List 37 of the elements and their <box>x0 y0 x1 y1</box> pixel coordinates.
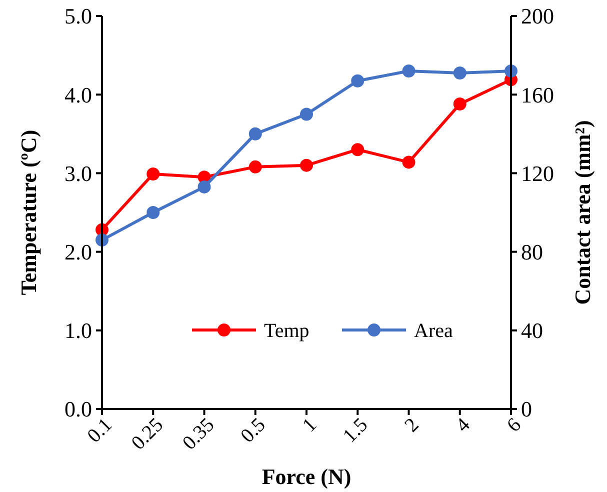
y-tick-label: 3.0 <box>64 160 92 186</box>
legend-label: Temp <box>264 320 310 342</box>
y2-tick-label: 80 <box>521 240 543 264</box>
x-tick-label: 4 <box>452 414 474 437</box>
y-tick-label: 4.0 <box>64 82 92 108</box>
y2-tick-label: 40 <box>521 318 543 344</box>
y2-axis-title: Contact area (mm²) <box>570 120 595 305</box>
point <box>351 74 364 88</box>
point <box>453 98 466 111</box>
point <box>402 64 416 78</box>
x-tick-label: 1.5 <box>338 414 372 448</box>
point <box>146 167 160 180</box>
y-tick-label: 5.0 <box>64 4 92 29</box>
point <box>300 108 313 121</box>
x-tick-label: 0.25 <box>127 414 168 454</box>
y-axis-title: Temperature (ºC) <box>16 130 41 296</box>
point <box>300 158 313 172</box>
point <box>198 180 211 194</box>
x-tick-label: 0.35 <box>178 414 219 454</box>
point <box>453 66 466 80</box>
x-axis-title: Force (N) <box>262 464 352 489</box>
y2-tick-label: 160 <box>521 82 554 108</box>
y2-tick-label: 0 <box>521 396 532 422</box>
y-tick-label: 1.0 <box>64 318 92 344</box>
point <box>146 206 160 219</box>
y2-tick-label: 120 <box>521 160 554 186</box>
point <box>351 143 364 156</box>
point <box>248 160 262 174</box>
y2-tick-label: 200 <box>521 4 554 29</box>
x-tick-label: 1 <box>298 414 321 437</box>
x-tick-label: 0.5 <box>236 414 270 448</box>
y-tick-label: 2.0 <box>64 240 92 264</box>
x-tick-label: 2 <box>400 414 424 437</box>
legend-label: Area <box>414 320 453 342</box>
point <box>402 156 416 169</box>
y-tick-label: 0.0 <box>64 396 92 422</box>
point <box>248 127 262 140</box>
